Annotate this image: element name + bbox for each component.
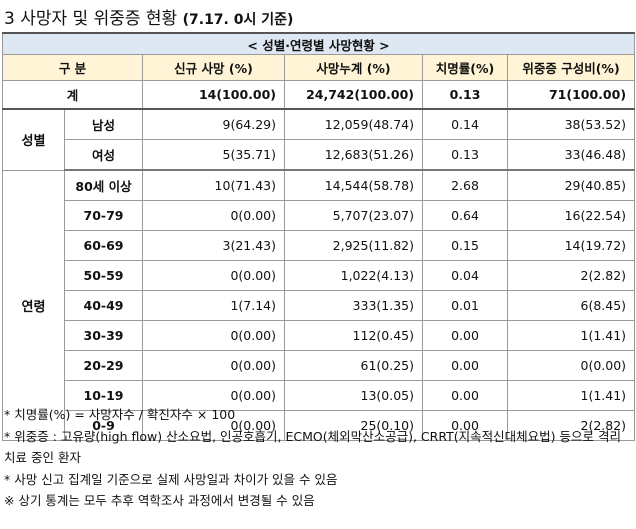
cell-severe: 16(22.54) (506, 200, 636, 231)
cell-new: 9(64.29) (142, 108, 285, 140)
cell-new: 3(21.43) (142, 230, 285, 261)
cell-new: 0(0.00) (142, 320, 285, 351)
row-label: 남성 (64, 108, 143, 140)
cell-cumulative: 112(0.45) (284, 320, 423, 351)
cell-new: 5(35.71) (142, 139, 285, 171)
cell-cumulative: 61(0.25) (284, 350, 423, 381)
table-row: 여성 5(35.71) 12,683(51.26) 0.13 33(46.48) (3, 139, 636, 171)
table-row: 10-19 0(0.00) 13(0.05) 0.00 1(1.41) (3, 380, 636, 411)
cell-severe: 1(1.41) (506, 320, 636, 351)
footnote-revision: ※ 상기 통계는 모두 추후 역학조사 과정에서 변경될 수 있음 (4, 493, 315, 508)
cell-fatality: 0.00 (422, 350, 508, 381)
table-row: 40-49 1(7.14) 333(1.35) 0.01 6(8.45) (3, 290, 636, 321)
cell-fatality: 0.15 (422, 230, 508, 261)
table-caption: < 성별·연령별 사망현황 > (1, 32, 636, 55)
cell-cumulative: 25(0.10) (284, 410, 423, 441)
cell-severe: 29(40.85) (506, 169, 636, 201)
page-title: 3 사망자 및 위중증 현황 (7.17. 0시 기준) (4, 4, 293, 29)
row-label: 10-19 (64, 380, 143, 411)
footnote-severe: * 위중증 : 고유량(high flow) 산소요법, 인공호흡기, ECMO… (4, 428, 621, 466)
title-date: (7.17. 0시 기준) (182, 12, 294, 28)
cell-new: 10(71.43) (142, 169, 285, 201)
cell-fatality: 0.00 (422, 410, 508, 441)
cell-cumulative: 333(1.35) (284, 290, 423, 321)
total-fatality: 0.13 (422, 80, 508, 110)
row-label: 40-49 (64, 290, 143, 321)
cell-new: 0(0.00) (142, 350, 285, 381)
cell-cumulative: 12,059(48.74) (284, 108, 423, 140)
table-row: 성별 남성 9(64.29) 12,059(48.74) 0.14 38(53.… (2, 108, 636, 171)
total-new: 14(100.00) (142, 80, 285, 110)
cell-fatality: 0.13 (422, 139, 508, 171)
cell-cumulative: 2,925(11.82) (284, 230, 423, 261)
death-statistics-table: < 성별·연령별 사망현황 > 구 분 신규 사망 (%) 사망누계 (%) 치… (1, 32, 636, 441)
cell-fatality: 0.00 (422, 380, 508, 411)
table-row: 0-9 0(0.00) 25(0.10) 0.00 2(2.82) (3, 410, 636, 441)
table-row: 50-59 0(0.00) 1,022(4.13) 0.04 2(2.82) (3, 260, 636, 291)
cell-severe: 1(1.41) (506, 380, 636, 411)
row-label: 60-69 (64, 230, 143, 261)
row-label: 70-79 (64, 200, 143, 231)
row-label: 50-59 (64, 260, 143, 291)
cell-cumulative: 1,022(4.13) (284, 260, 423, 291)
title-main: 3 사망자 및 위중증 현황 (4, 9, 178, 29)
cell-severe: 2(2.82) (506, 260, 636, 291)
cell-new: 0(0.00) (142, 380, 285, 411)
cell-cumulative: 14,544(58.78) (284, 169, 423, 201)
header-severe-ratio: 위중증 구성비(%) (506, 54, 636, 81)
header-new-deaths: 신규 사망 (%) (142, 54, 285, 81)
cell-fatality: 0.64 (422, 200, 508, 231)
table-header-row: 구 분 신규 사망 (%) 사망누계 (%) 치명률(%) 위중증 구성비(%) (2, 54, 636, 81)
cell-new: 1(7.14) (142, 290, 285, 321)
table-row: 20-29 0(0.00) 61(0.25) 0.00 0(0.00) (3, 350, 636, 381)
header-category: 구 분 (2, 54, 143, 81)
row-label: 20-29 (64, 350, 143, 381)
cell-cumulative: 5,707(23.07) (284, 200, 423, 231)
header-cumulative-deaths: 사망누계 (%) (284, 54, 423, 81)
cell-severe: 2(2.82) (506, 410, 636, 441)
cell-severe: 14(19.72) (506, 230, 636, 261)
cell-fatality: 0.04 (422, 260, 508, 291)
footnote-report-date: * 사망 신고 집계일 기준으로 실제 사망일과 차이가 있을 수 있음 (4, 471, 338, 487)
cell-new: 0(0.00) (142, 260, 285, 291)
category-gender: 성별 (2, 108, 65, 171)
cell-fatality: 0.01 (422, 290, 508, 321)
row-label: 80세 이상 (64, 169, 143, 201)
cell-severe: 38(53.52) (506, 108, 636, 140)
cell-cumulative: 12,683(51.26) (284, 139, 423, 171)
footnotes: * 치명률(%) = 사망자수 / 확진자수 × 100 * 위중증 : 고유량… (4, 404, 634, 512)
cell-new: 0(0.00) (142, 200, 285, 231)
cell-new: 0(0.00) (142, 410, 285, 441)
table-row: 30-39 0(0.00) 112(0.45) 0.00 1(1.41) (3, 320, 636, 351)
row-label: 30-39 (64, 320, 143, 351)
table-row: 60-69 3(21.43) 2,925(11.82) 0.15 14(19.7… (3, 230, 636, 261)
total-cumulative: 24,742(100.00) (284, 80, 423, 110)
category-age: 연령 (2, 169, 65, 441)
cell-fatality: 0.00 (422, 320, 508, 351)
table-row: 70-79 0(0.00) 5,707(23.07) 0.64 16(22.54… (3, 200, 636, 231)
row-label: 여성 (64, 139, 143, 171)
cell-severe: 33(46.48) (506, 139, 636, 171)
table-row-total: 계 14(100.00) 24,742(100.00) 0.13 71(100.… (2, 80, 636, 110)
cell-severe: 0(0.00) (506, 350, 636, 381)
table-caption-row: < 성별·연령별 사망현황 > (1, 32, 636, 55)
header-fatality-rate: 치명률(%) (422, 54, 508, 81)
cell-fatality: 0.14 (422, 108, 508, 140)
total-severe: 71(100.00) (506, 80, 636, 110)
total-label: 계 (2, 80, 143, 110)
cell-fatality: 2.68 (422, 169, 508, 201)
footnote-fatality: * 치명률(%) = 사망자수 / 확진자수 × 100 (4, 407, 236, 422)
cell-severe: 6(8.45) (506, 290, 636, 321)
table-row: 연령 80세 이상 10(71.43) 14,544(58.78) 2.68 2… (2, 169, 636, 441)
